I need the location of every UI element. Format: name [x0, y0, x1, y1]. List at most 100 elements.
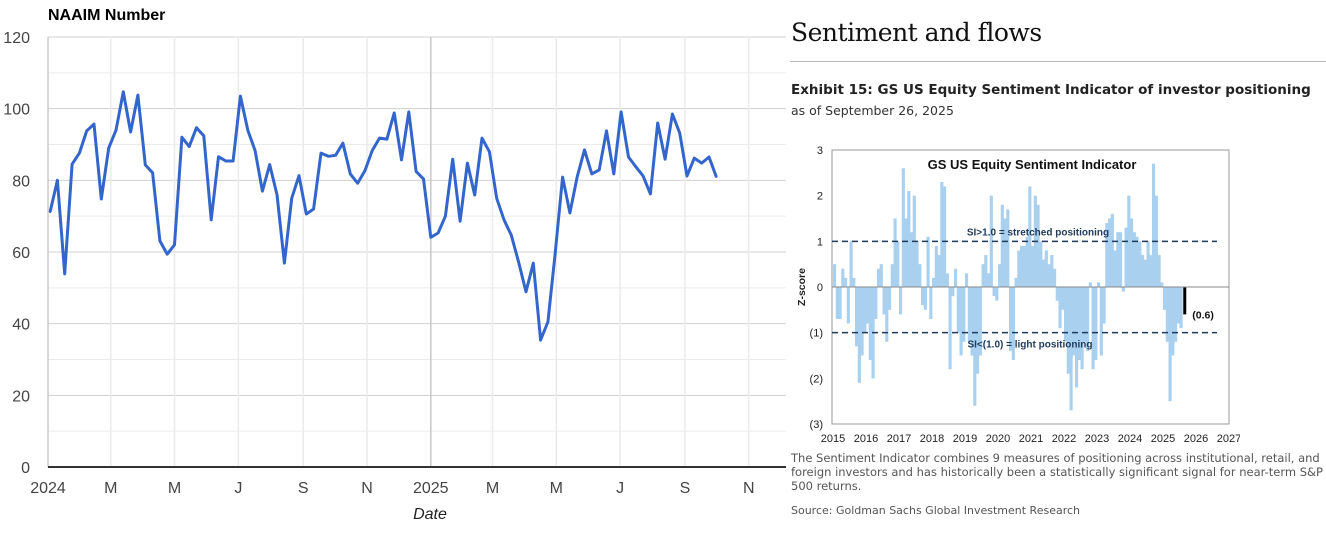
bar	[890, 264, 894, 287]
data-point	[678, 131, 681, 135]
data-point	[451, 157, 454, 161]
x-tick-label: N	[743, 480, 755, 497]
data-point	[114, 128, 118, 132]
data-point	[275, 193, 279, 196]
data-point	[568, 211, 572, 215]
data-point	[107, 146, 110, 150]
bar	[882, 287, 886, 315]
bar	[877, 268, 881, 287]
bar	[987, 273, 991, 287]
bar	[954, 268, 958, 287]
data-point	[605, 129, 608, 133]
data-point	[283, 261, 286, 265]
bar	[1044, 250, 1048, 287]
bar	[1168, 287, 1172, 402]
data-point	[48, 210, 52, 214]
data-point	[554, 251, 557, 255]
bar	[1171, 287, 1175, 356]
y-tick-label: (2)	[810, 373, 823, 385]
bar	[967, 287, 971, 342]
bar	[1025, 236, 1029, 287]
x-tick-label: N	[361, 480, 373, 497]
data-point	[173, 243, 176, 247]
bar	[855, 287, 859, 347]
bar	[1143, 259, 1147, 287]
x-tick-label: 2024	[30, 480, 66, 497]
x-tick-label: J	[616, 480, 624, 497]
bar	[860, 287, 864, 356]
naaim-chart: NAAIM Number 0 20 40 60 80 100 120 2024 M M J S N 2025…	[3, 7, 786, 523]
bar	[857, 287, 861, 383]
bar	[1176, 287, 1180, 324]
data-point	[187, 145, 191, 148]
y-tick-label: 2	[817, 191, 823, 203]
x-tick-label: 2020	[986, 433, 1010, 445]
bar	[1127, 195, 1131, 287]
data-point	[641, 174, 645, 178]
bar	[1050, 255, 1054, 287]
data-point	[70, 163, 74, 166]
exhibit-title: Exhibit 15: GS US Equity Sentiment Indic…	[791, 82, 1311, 98]
bar	[1058, 287, 1062, 329]
bar	[1149, 255, 1153, 287]
chart-title: GS US Equity Sentiment Indicator	[928, 157, 1137, 172]
data-point	[663, 157, 667, 161]
bar	[1099, 287, 1103, 356]
bar	[940, 181, 944, 287]
bar	[1086, 287, 1090, 351]
bar	[929, 287, 933, 319]
bar	[923, 287, 927, 310]
data-point	[436, 231, 440, 235]
bar	[951, 287, 955, 297]
data-point	[378, 136, 381, 140]
bar	[1020, 245, 1024, 287]
bar	[978, 287, 982, 356]
bar	[1047, 264, 1051, 287]
data-point	[414, 170, 418, 173]
data-point	[136, 93, 140, 97]
bar	[1003, 218, 1007, 287]
data-point	[85, 129, 88, 133]
bar	[973, 287, 977, 406]
data-point	[656, 121, 659, 125]
data-point	[253, 149, 257, 152]
data-point	[510, 233, 513, 237]
x-tick-label: M	[550, 480, 563, 497]
data-point	[158, 239, 162, 243]
bar	[1080, 287, 1084, 370]
data-point	[634, 165, 637, 168]
data-point	[649, 192, 652, 196]
data-point	[319, 151, 323, 155]
data-point	[78, 151, 81, 155]
bar	[835, 287, 839, 319]
bar	[841, 268, 845, 287]
bar	[1174, 287, 1178, 342]
data-point	[334, 154, 337, 157]
bar	[1165, 287, 1169, 342]
data-point	[583, 148, 586, 152]
bar	[844, 277, 848, 287]
bar	[885, 287, 889, 342]
bar	[1138, 241, 1142, 287]
data-point	[693, 156, 696, 160]
x-tick-label: 2019	[953, 433, 977, 445]
data-point	[349, 172, 352, 176]
data-point	[224, 159, 227, 163]
bar	[863, 287, 867, 333]
bar	[1042, 259, 1046, 287]
x-tick-label: 2015	[821, 433, 845, 445]
x-tick-label: 2023	[1085, 433, 1109, 445]
data-point	[312, 207, 315, 211]
data-point	[707, 155, 711, 159]
data-point	[290, 197, 293, 200]
bar	[1083, 287, 1087, 342]
bar	[989, 195, 993, 287]
chart-title: NAAIM Number	[48, 7, 165, 24]
data-point	[305, 212, 308, 216]
data-point	[392, 111, 396, 115]
section-title: Sentiment and flows	[791, 18, 1042, 47]
bar	[1017, 250, 1021, 287]
bar	[981, 264, 985, 287]
x-tick-label: 2017	[887, 433, 911, 445]
bar	[896, 241, 900, 287]
